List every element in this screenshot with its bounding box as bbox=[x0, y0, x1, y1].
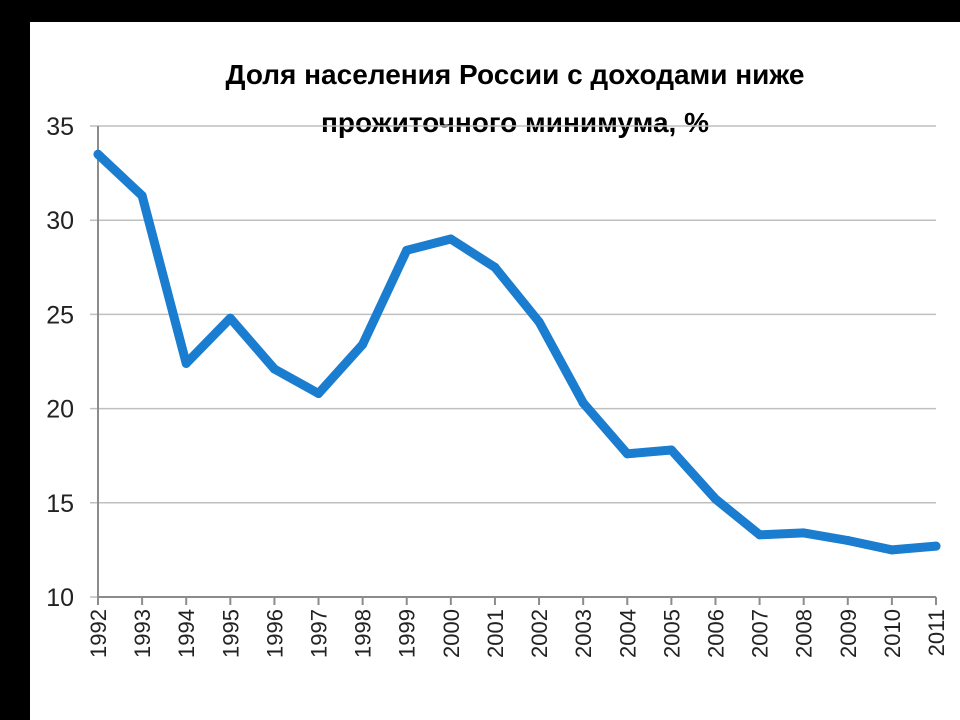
chart-frame: Доля населения России с доходами ниже пр… bbox=[30, 22, 960, 720]
chart-title: Доля населения России с доходами ниже пр… bbox=[226, 59, 805, 138]
x-tick-label: 1994 bbox=[174, 609, 199, 658]
data-point-2009 bbox=[843, 535, 853, 545]
x-tick-label: 2011 bbox=[924, 609, 949, 656]
x-tick-label: 1993 bbox=[130, 609, 155, 658]
x-tick-label: 2004 bbox=[615, 609, 640, 658]
data-point-1998 bbox=[358, 340, 368, 350]
y-tick-label: 35 bbox=[46, 113, 74, 141]
x-tick-label: 2006 bbox=[703, 609, 728, 658]
x-tick-label: 2010 bbox=[880, 609, 905, 658]
data-point-2000 bbox=[446, 234, 456, 244]
data-point-2007 bbox=[755, 530, 765, 540]
data-point-2002 bbox=[534, 317, 544, 327]
data-point-1994 bbox=[181, 358, 191, 368]
x-tick-label: 1999 bbox=[395, 609, 420, 658]
data-point-2003 bbox=[578, 398, 588, 408]
x-tick-label: 2008 bbox=[792, 609, 817, 658]
x-tick-label: 1995 bbox=[218, 609, 243, 658]
y-tick-label: 30 bbox=[46, 207, 74, 235]
x-tick-label: 1998 bbox=[351, 609, 376, 658]
data-point-1999 bbox=[402, 245, 412, 255]
x-tick-label: 2003 bbox=[571, 609, 596, 658]
series-line bbox=[93, 149, 941, 555]
data-point-1995 bbox=[225, 313, 235, 323]
x-tick-label: 2007 bbox=[748, 609, 773, 658]
data-point-2008 bbox=[799, 528, 809, 538]
x-tick-label: 2000 bbox=[439, 609, 464, 658]
x-tick-label: 2005 bbox=[659, 609, 684, 658]
y-tick-label: 10 bbox=[46, 584, 74, 612]
data-point-2010 bbox=[887, 545, 897, 555]
x-tick-label: 1997 bbox=[307, 609, 332, 658]
data-point-2011 bbox=[931, 541, 941, 551]
data-point-2005 bbox=[666, 445, 676, 455]
x-tick-label: 2001 bbox=[483, 609, 508, 658]
data-point-1992 bbox=[93, 149, 103, 159]
chart-title-line-2: прожиточного минимума, % bbox=[321, 107, 709, 138]
y-tick-label: 25 bbox=[46, 301, 74, 329]
x-tick-label: 1996 bbox=[262, 609, 287, 658]
y-axis-tick-labels: 10 15 20 25 30 35 bbox=[46, 113, 74, 612]
data-point-1996 bbox=[269, 364, 279, 374]
y-tick-label: 20 bbox=[46, 396, 74, 424]
data-series bbox=[93, 149, 941, 555]
x-tick-label: 2009 bbox=[836, 609, 861, 658]
axes bbox=[97, 126, 937, 605]
gridlines bbox=[90, 125, 936, 598]
data-point-2001 bbox=[490, 262, 500, 272]
data-point-2006 bbox=[710, 494, 720, 504]
x-tick-label: 2002 bbox=[527, 609, 552, 658]
x-axis-tick-labels: 1992 1993 1994 1995 1996 1997 1998 1999 2000 2001… bbox=[86, 609, 949, 658]
data-point-1993 bbox=[137, 191, 147, 201]
y-tick-label: 15 bbox=[46, 490, 74, 518]
line-chart: Доля населения России с доходами ниже пр… bbox=[46, 59, 949, 658]
data-point-1997 bbox=[314, 389, 324, 399]
x-tick-label: 1992 bbox=[86, 609, 111, 658]
data-point-2004 bbox=[622, 449, 632, 459]
chart-title-line-1: Доля населения России с доходами ниже bbox=[226, 59, 805, 90]
